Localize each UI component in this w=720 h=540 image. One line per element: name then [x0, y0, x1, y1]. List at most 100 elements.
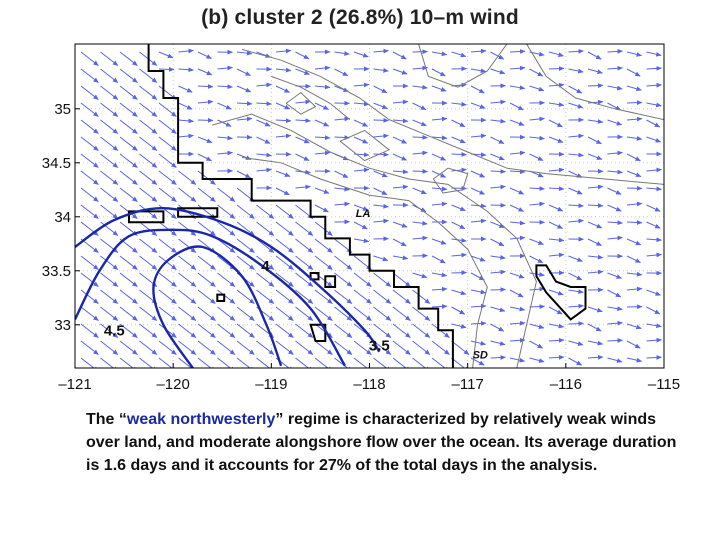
wind-arrow [178, 170, 197, 185]
wind-arrow [197, 136, 213, 144]
wind-arrow [314, 119, 330, 127]
wind-arrow [80, 68, 99, 83]
wind-arrow [256, 289, 275, 304]
wind-arrow [490, 323, 505, 332]
wind-arrow [548, 289, 564, 296]
wind-arrow [529, 323, 545, 329]
wind-arrow [158, 153, 177, 168]
wind-arrow [178, 187, 197, 202]
topo-contour [339, 129, 391, 162]
wind-arrow [119, 102, 138, 117]
wind-arrow [236, 306, 255, 321]
wind-map: 4.5 4 3.5 LA SD –121 –120 –119 –118 –117 –116 –115 3… [42, 43, 680, 393]
wind-arrow [470, 68, 487, 74]
wind-arrow [646, 136, 662, 143]
wind-arrow [275, 102, 291, 110]
wind-arrow [275, 221, 294, 236]
wind-arrow [568, 272, 583, 281]
wind-arrow [295, 340, 314, 355]
wind-arrow [451, 221, 466, 230]
wind-arrow [334, 51, 350, 56]
wind-arrow [392, 306, 411, 321]
wind-arrow [548, 337, 565, 343]
wind-arrow [548, 102, 565, 107]
wind-arrow [490, 169, 506, 174]
wind-arrow [509, 320, 526, 326]
wind-arrow [529, 153, 544, 161]
wind-arrow [431, 304, 448, 309]
wind-arrow [509, 169, 526, 175]
wind-arrow [646, 323, 662, 329]
wind-arrow [587, 354, 604, 360]
wind-arrow [217, 102, 232, 110]
wind-arrow [100, 289, 119, 304]
wind-arrow [373, 187, 388, 196]
wind-arrow [275, 187, 290, 196]
wind-arrow [431, 85, 447, 92]
wind-arrow [314, 306, 333, 321]
wind-arrow [100, 357, 119, 368]
wind-arrow [412, 84, 428, 90]
wind-arrow [392, 323, 411, 338]
wind-arrow [256, 119, 271, 127]
wind-arrow [451, 101, 467, 107]
wind-arrow [373, 203, 389, 209]
wind-arrow [139, 136, 158, 151]
wind-arrow [178, 340, 197, 355]
wind-arrow [373, 255, 389, 262]
wind-arrow [197, 51, 212, 60]
wind-arrow [431, 51, 448, 57]
wind-arrow [334, 170, 349, 179]
wind-arrow [80, 221, 99, 236]
wind-arrow [412, 340, 431, 355]
wind-arrow [100, 306, 119, 321]
wind-arrow [548, 119, 563, 128]
wind-arrow [568, 102, 584, 109]
wind-arrow [217, 289, 236, 304]
y-tick-label: 34 [54, 209, 71, 226]
wind-arrow [139, 170, 158, 185]
island-outline [324, 275, 337, 288]
wind-arrow [529, 68, 544, 77]
wind-arrow [236, 116, 253, 122]
wind-arrow [431, 153, 447, 161]
wind-arrow [568, 85, 583, 94]
wind-arrow [626, 255, 641, 264]
wind-arrow [548, 51, 564, 57]
wind-arrow [587, 269, 604, 275]
wind-arrow [568, 357, 583, 366]
wind-arrow [451, 340, 470, 355]
wind-arrow [626, 323, 642, 330]
wind-arrow [568, 48, 584, 54]
wind-arrow [314, 65, 331, 71]
wind-arrow [275, 67, 292, 73]
wind-arrow [490, 68, 506, 75]
wind-arrow [509, 272, 525, 279]
wind-arrow [470, 272, 485, 281]
wind-arrow [295, 323, 314, 338]
wind-arrow [373, 152, 389, 157]
wind-arrow [412, 135, 428, 140]
wind-arrow [392, 169, 409, 175]
wind-arrow [236, 85, 252, 93]
wind-arrow [509, 49, 526, 54]
wind-arrow [217, 84, 233, 90]
wind-arrow [529, 238, 544, 245]
wind-arrow [646, 289, 662, 296]
wind-arrow [529, 255, 544, 264]
topography-contours [212, 44, 664, 368]
wind-arrow [373, 48, 389, 54]
wind-arrow [568, 68, 584, 74]
wind-arrow [178, 67, 194, 73]
wind-arrow [158, 272, 177, 287]
wind-arrow [646, 306, 661, 315]
wind-arrow [509, 306, 526, 312]
wind-arrow [314, 84, 331, 90]
wind-arrow [197, 255, 216, 270]
wind-arrow [626, 100, 643, 106]
wind-arrow [529, 116, 545, 122]
wind-arrow [178, 272, 197, 287]
wind-arrow [548, 354, 565, 360]
wind-arrow [587, 323, 602, 332]
wind-arrow [139, 85, 158, 100]
